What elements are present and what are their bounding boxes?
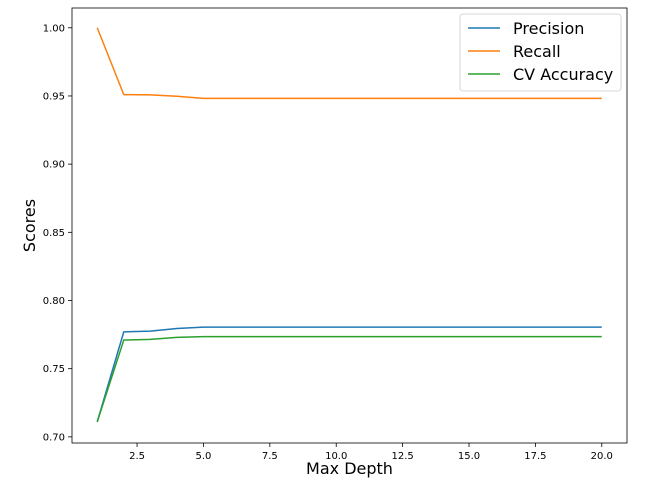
y-tick-label: 0.90 bbox=[43, 160, 65, 171]
x-tick-label: 20.0 bbox=[591, 451, 613, 462]
x-tick-label: 5.0 bbox=[195, 451, 211, 462]
series-lines bbox=[96, 27, 602, 423]
x-axis-label: Max Depth bbox=[306, 459, 393, 478]
x-tick-label: 12.5 bbox=[391, 451, 413, 462]
x-tick-label: 10.0 bbox=[325, 451, 347, 462]
legend: Precision Recall CV Accuracy bbox=[459, 13, 622, 92]
y-tick-label: 0.75 bbox=[43, 364, 65, 375]
y-axis-label: Scores bbox=[20, 199, 39, 252]
series-line-recall bbox=[96, 27, 602, 100]
y-tick-label: 0.95 bbox=[43, 91, 65, 102]
x-tick-label: 17.5 bbox=[524, 451, 546, 462]
x-tick-label: 2.5 bbox=[129, 451, 145, 462]
x-tick-label: 15.0 bbox=[458, 451, 480, 462]
legend-label: CV Accuracy bbox=[513, 65, 613, 84]
y-tick-label: 1.00 bbox=[43, 23, 65, 34]
y-axis-ticks: 0.70 0.75 0.80 0.85 0.90 0.95 1.00 bbox=[43, 23, 72, 443]
x-tick-label: 7.5 bbox=[262, 451, 278, 462]
x-axis-ticks: 2.5 5.0 7.5 10.0 12.5 15.0 17.5 20.0 bbox=[129, 443, 613, 462]
y-tick-label: 0.80 bbox=[43, 296, 65, 307]
plot-frame bbox=[71, 7, 628, 444]
series-line-cv-accuracy bbox=[96, 335, 602, 423]
legend-label: Precision bbox=[513, 19, 584, 38]
legend-box bbox=[459, 13, 622, 92]
series-line-precision bbox=[96, 326, 602, 423]
legend-label: Recall bbox=[513, 42, 561, 61]
y-tick-label: 0.70 bbox=[43, 432, 65, 443]
y-tick-label: 0.85 bbox=[43, 228, 65, 239]
